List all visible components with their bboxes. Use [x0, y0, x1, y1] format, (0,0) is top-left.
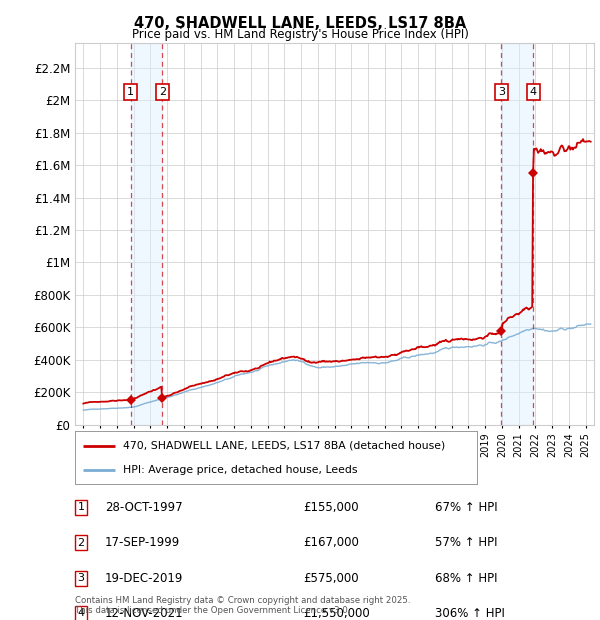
Text: 3: 3 [77, 573, 85, 583]
Text: 470, SHADWELL LANE, LEEDS, LS17 8BA (detached house): 470, SHADWELL LANE, LEEDS, LS17 8BA (det… [123, 441, 445, 451]
Bar [131, 43, 163, 425]
Text: Price paid vs. HM Land Registry's House Price Index (HPI): Price paid vs. HM Land Registry's House … [131, 28, 469, 41]
Text: £155,000: £155,000 [303, 501, 359, 514]
Text: 1: 1 [77, 502, 85, 513]
Text: 17-SEP-1999: 17-SEP-1999 [105, 536, 180, 549]
Text: 2: 2 [77, 538, 85, 548]
Text: 1: 1 [127, 87, 134, 97]
Text: £167,000: £167,000 [303, 536, 359, 549]
Text: 68% ↑ HPI: 68% ↑ HPI [435, 572, 497, 585]
Text: £575,000: £575,000 [303, 572, 359, 585]
Text: 19-DEC-2019: 19-DEC-2019 [105, 572, 184, 585]
Text: HPI: Average price, detached house, Leeds: HPI: Average price, detached house, Leed… [123, 466, 358, 476]
Text: 12-NOV-2021: 12-NOV-2021 [105, 607, 184, 620]
Text: 57% ↑ HPI: 57% ↑ HPI [435, 536, 497, 549]
Text: 67% ↑ HPI: 67% ↑ HPI [435, 501, 497, 514]
Text: 3: 3 [498, 87, 505, 97]
Text: Contains HM Land Registry data © Crown copyright and database right 2025.
This d: Contains HM Land Registry data © Crown c… [75, 596, 410, 615]
Text: 306% ↑ HPI: 306% ↑ HPI [435, 607, 505, 620]
Text: 28-OCT-1997: 28-OCT-1997 [105, 501, 182, 514]
Bar [502, 43, 533, 425]
Text: 470, SHADWELL LANE, LEEDS, LS17 8BA: 470, SHADWELL LANE, LEEDS, LS17 8BA [134, 16, 466, 30]
Text: 2: 2 [159, 87, 166, 97]
Text: 4: 4 [530, 87, 537, 97]
Text: £1,550,000: £1,550,000 [303, 607, 370, 620]
Text: 4: 4 [77, 608, 85, 619]
